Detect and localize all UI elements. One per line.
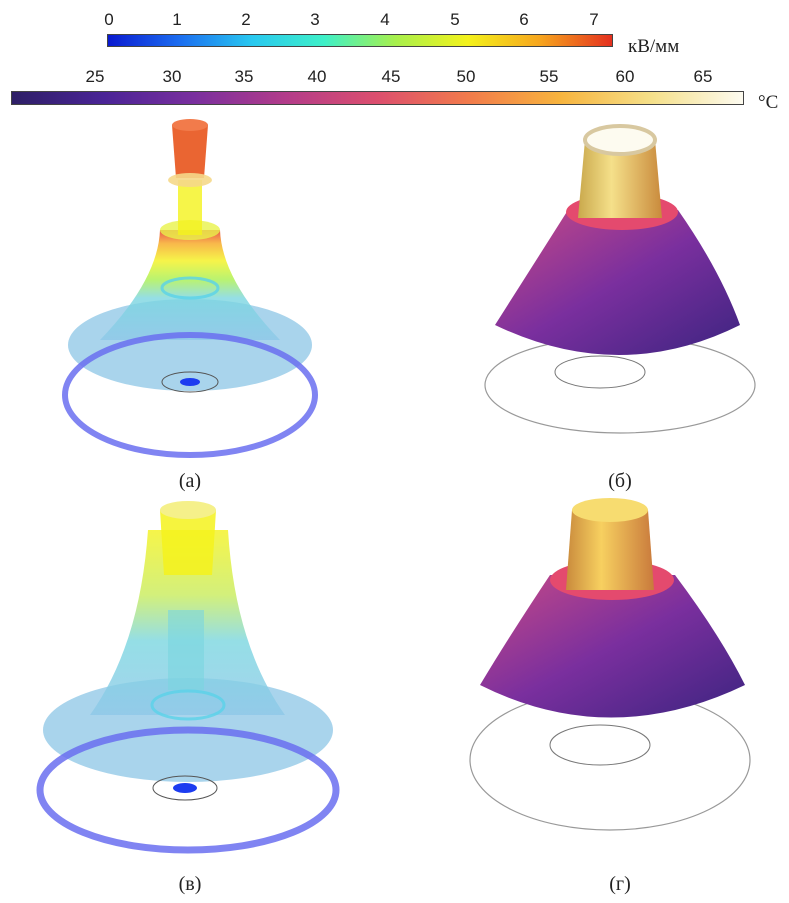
field-colorbar-bar	[107, 34, 613, 47]
field-tick-label: 1	[172, 10, 181, 30]
panel-d-temperature-render	[460, 495, 770, 865]
field-colorbar: 0 1 2 3 4 5 6 7 кВ/мм	[0, 0, 789, 60]
temperature-colorbar: 25 30 35 40 45 50 55 60 65 °C	[0, 60, 789, 110]
field-tick-label: 5	[450, 10, 459, 30]
panel-label-c: (в)	[179, 873, 202, 896]
temperature-colorbar-bar	[11, 91, 744, 105]
terminal-top	[585, 126, 655, 154]
inner-conductor	[178, 180, 202, 235]
terminal-cap-top	[172, 119, 208, 131]
field-tick-label: 3	[310, 10, 319, 30]
temperature-tick-label: 60	[616, 67, 635, 87]
insulator-bell	[100, 230, 280, 340]
center-electrode	[180, 378, 200, 386]
panel-label-d: (г)	[609, 873, 631, 896]
insulator-cone	[495, 210, 740, 355]
temperature-tick-label: 40	[308, 67, 327, 87]
field-tick-label: 6	[519, 10, 528, 30]
terminal-top	[572, 498, 648, 522]
panel-b-temperature-render	[470, 110, 770, 470]
temperature-tick-label: 35	[235, 67, 254, 87]
panel-c-field-render	[30, 495, 360, 865]
terminal-cap	[172, 125, 208, 178]
temperature-tick-label: 30	[163, 67, 182, 87]
temperature-tick-label: 65	[694, 67, 713, 87]
panel-label-a: (а)	[179, 470, 201, 493]
temperature-tick-label: 55	[540, 67, 559, 87]
terminal-cap	[160, 510, 216, 575]
panel-label-b: (б)	[608, 470, 632, 493]
field-tick-label: 4	[380, 10, 389, 30]
field-tick-label: 2	[241, 10, 250, 30]
collar	[168, 173, 212, 187]
outline-center-rings	[550, 725, 650, 765]
panel-a-field-render	[40, 110, 360, 470]
inner-conductor	[168, 610, 204, 690]
field-tick-label: 0	[104, 10, 113, 30]
center-electrode	[173, 783, 197, 793]
field-tick-label: 7	[589, 10, 598, 30]
terminal-cap-top	[160, 501, 216, 519]
field-unit-label: кВ/мм	[628, 36, 679, 58]
temperature-tick-label: 45	[382, 67, 401, 87]
outline-center-rings	[555, 356, 645, 388]
temperature-tick-label: 50	[457, 67, 476, 87]
temperature-tick-label: 25	[86, 67, 105, 87]
